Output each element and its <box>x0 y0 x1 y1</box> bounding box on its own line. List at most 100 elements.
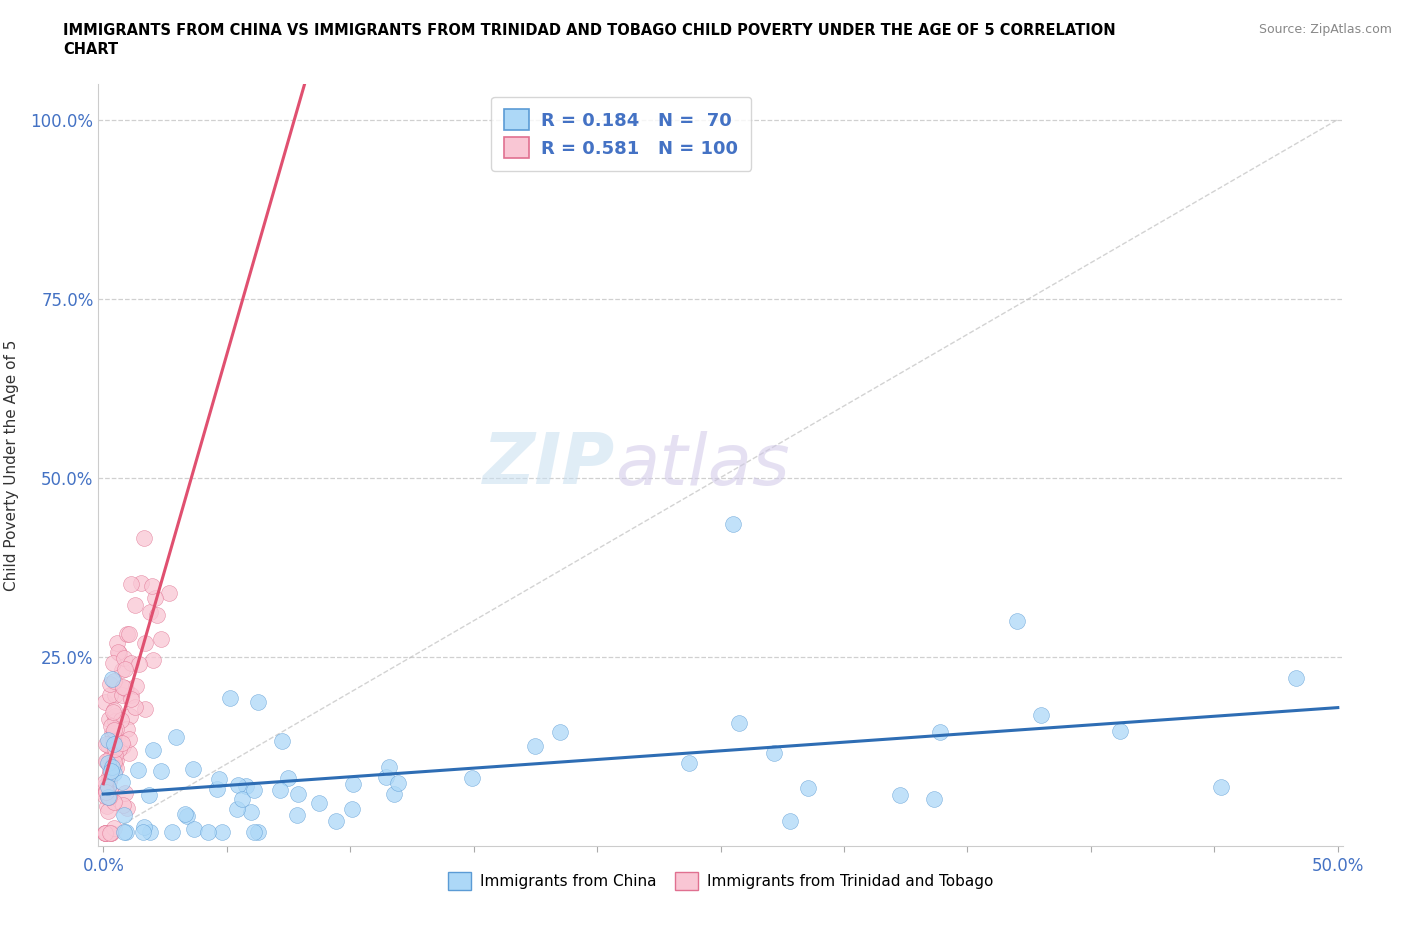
Point <box>103 742 125 757</box>
Point <box>225 802 247 817</box>
Y-axis label: Child Poverty Under the Age of 5: Child Poverty Under the Age of 5 <box>4 339 20 591</box>
Point <box>134 701 156 716</box>
Point <box>104 709 127 724</box>
Point <box>107 644 129 659</box>
Point <box>134 636 156 651</box>
Point <box>138 788 160 803</box>
Point <box>115 721 138 736</box>
Point <box>235 778 257 793</box>
Point <box>98 826 121 841</box>
Point <box>721 517 744 532</box>
Point <box>287 808 309 823</box>
Point <box>1005 613 1028 628</box>
Point <box>100 826 122 841</box>
Point <box>143 591 166 605</box>
Point <box>97 780 120 795</box>
Point <box>120 656 142 671</box>
Point <box>94 784 117 799</box>
Point <box>111 687 134 702</box>
Point <box>134 531 156 546</box>
Point <box>211 825 233 840</box>
Point <box>93 788 115 803</box>
Point <box>105 737 128 752</box>
Point <box>105 752 128 767</box>
Point <box>112 808 135 823</box>
Point <box>101 671 124 686</box>
Point <box>118 746 141 761</box>
Point <box>97 790 120 804</box>
Point <box>231 792 253 807</box>
Point <box>142 743 165 758</box>
Point <box>112 651 135 666</box>
Point <box>103 760 125 775</box>
Point <box>94 826 117 841</box>
Point <box>120 577 142 591</box>
Point <box>277 770 299 785</box>
Point <box>308 796 330 811</box>
Point <box>105 731 128 746</box>
Point <box>101 728 124 743</box>
Point <box>142 652 165 667</box>
Point <box>98 677 121 692</box>
Point <box>208 771 231 786</box>
Point <box>138 604 160 619</box>
Point <box>382 787 405 802</box>
Point <box>246 695 269 710</box>
Point <box>157 585 180 600</box>
Point <box>94 783 117 798</box>
Point <box>103 794 125 809</box>
Point <box>118 731 141 746</box>
Point <box>94 826 117 841</box>
Point <box>387 776 409 790</box>
Point <box>728 715 751 730</box>
Point <box>93 778 115 793</box>
Point <box>228 777 250 792</box>
Point <box>104 748 127 763</box>
Point <box>375 769 398 784</box>
Point <box>103 714 125 729</box>
Point <box>108 742 131 757</box>
Point <box>101 704 124 719</box>
Point <box>183 821 205 836</box>
Point <box>118 709 141 724</box>
Point <box>270 734 292 749</box>
Point <box>103 723 125 737</box>
Point <box>247 825 270 840</box>
Point <box>94 753 117 768</box>
Point <box>779 814 801 829</box>
Point <box>97 711 120 726</box>
Point <box>103 737 125 751</box>
Point <box>100 764 122 779</box>
Point <box>103 755 125 770</box>
Point <box>340 802 363 817</box>
Point <box>243 825 266 840</box>
Point <box>125 679 148 694</box>
Text: ZIP: ZIP <box>482 431 614 499</box>
Point <box>98 751 121 765</box>
Point <box>98 687 121 702</box>
Point <box>117 801 139 816</box>
Point <box>342 777 364 791</box>
Point <box>105 761 128 776</box>
Point <box>120 691 142 706</box>
Point <box>93 826 115 841</box>
Point <box>149 764 172 778</box>
Point <box>115 627 138 642</box>
Point <box>118 627 141 642</box>
Legend: Immigrants from China, Immigrants from Trinidad and Tobago: Immigrants from China, Immigrants from T… <box>441 866 1000 896</box>
Point <box>928 724 950 739</box>
Point <box>139 825 162 840</box>
Point <box>103 742 125 757</box>
Point <box>105 722 128 737</box>
Point <box>103 766 125 781</box>
Point <box>114 825 136 840</box>
Point <box>111 736 134 751</box>
Point <box>287 786 309 801</box>
Point <box>165 729 187 744</box>
Point <box>103 673 125 688</box>
Point <box>103 820 125 835</box>
Point <box>93 826 115 841</box>
Point <box>103 702 125 717</box>
Text: atlas: atlas <box>614 431 789 499</box>
Point <box>131 825 153 840</box>
